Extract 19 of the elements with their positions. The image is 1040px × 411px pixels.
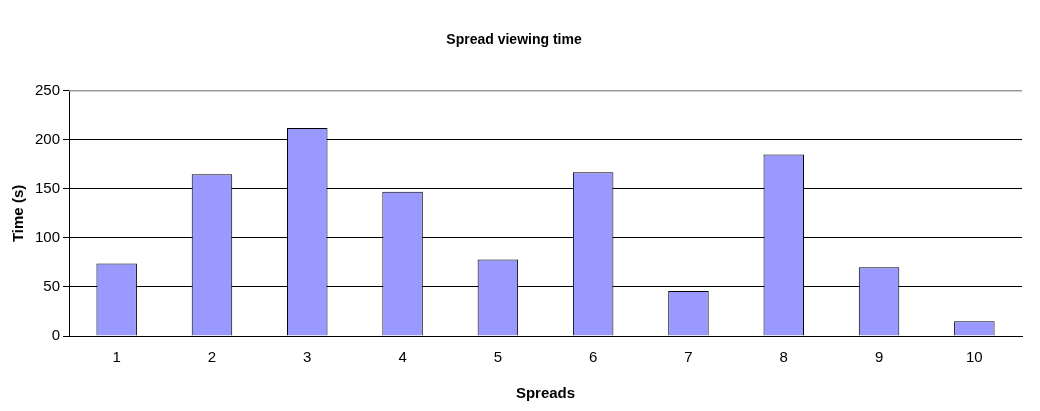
y-tick-label: 150 (35, 179, 61, 197)
x-tick-label: 6 (588, 348, 598, 366)
y-tick-label: 200 (35, 129, 61, 147)
x-axis-title: Spreads (515, 384, 576, 402)
y-axis-title: Time (s) (9, 184, 27, 243)
y-tick-label: 250 (35, 80, 61, 98)
x-tick-label: 3 (303, 348, 312, 366)
y-tick-label: 50 (43, 277, 61, 295)
y-tick-label: 100 (35, 228, 61, 246)
x-tick-label: 10 (966, 348, 983, 366)
y-tick-label: 0 (51, 326, 61, 344)
chart-title: Spread viewing time (446, 31, 582, 48)
x-tick-label: 4 (398, 348, 407, 366)
x-tick-label: 7 (684, 348, 693, 366)
x-tick-label: 2 (207, 348, 217, 366)
x-tick-label: 5 (493, 348, 503, 366)
x-tick-label: 9 (874, 348, 884, 366)
x-tick-label: 1 (112, 348, 121, 366)
x-tick-label: 8 (779, 348, 788, 366)
